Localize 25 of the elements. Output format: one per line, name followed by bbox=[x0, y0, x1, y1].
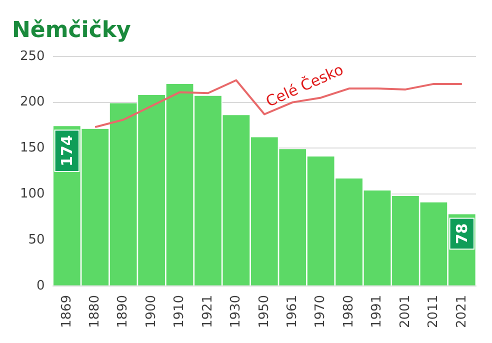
y-tick-label: 150 bbox=[20, 140, 45, 156]
x-tick-label: 1961 bbox=[284, 294, 300, 328]
x-tick-label: 1880 bbox=[88, 294, 103, 328]
x-tick-label: 1980 bbox=[341, 294, 356, 328]
x-tick-label: 2001 bbox=[398, 294, 413, 328]
y-tick-label: 50 bbox=[28, 232, 45, 248]
x-tick-label: 1921 bbox=[200, 294, 216, 328]
y-tick-label: 100 bbox=[20, 186, 45, 202]
text: Celé Česko bbox=[263, 60, 346, 111]
y-tick-label: 200 bbox=[20, 94, 45, 110]
x-tick-label: 1950 bbox=[256, 294, 272, 328]
x-tick-label: 1991 bbox=[370, 294, 385, 328]
y-tick-label: 250 bbox=[20, 48, 45, 64]
chart-title: Němčičky bbox=[12, 18, 131, 43]
x-tick-label: 2011 bbox=[426, 294, 442, 328]
data-label: 78 bbox=[452, 223, 471, 244]
x-tick-label: 1900 bbox=[144, 294, 159, 328]
x-tick-label: 1910 bbox=[172, 294, 188, 328]
y-tick-label: 0 bbox=[36, 278, 45, 294]
x-tick-label: 1970 bbox=[313, 294, 328, 328]
x-tick-label: 1869 bbox=[59, 294, 74, 328]
x-tick-label: 1930 bbox=[228, 294, 244, 328]
data-label: 174 bbox=[58, 135, 76, 166]
x-tick-label: 2021 bbox=[454, 294, 470, 328]
x-tick-label: 1890 bbox=[116, 294, 131, 328]
